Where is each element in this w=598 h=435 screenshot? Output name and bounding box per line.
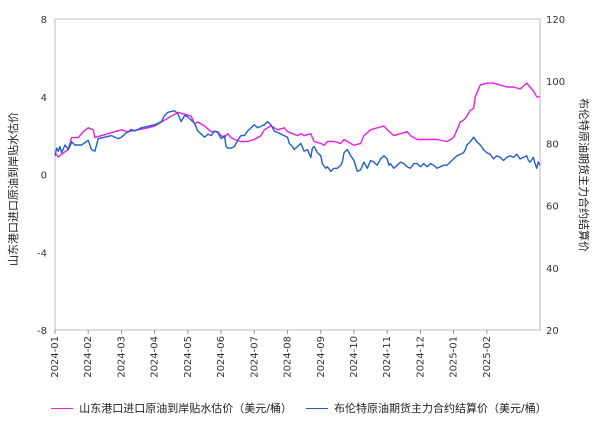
x-tick-label: 2024-04: [150, 336, 161, 378]
right-axis-ticks: 120 100 80 60 40 20: [546, 15, 565, 337]
left-axis-ticks: 8 4 0 -4 -8: [37, 15, 47, 337]
x-axis-ticks: 2024-01 2024-02 2024-03 2024-04 2024-05 2024-…: [50, 330, 493, 378]
x-tick-label: 2025-02: [482, 336, 493, 378]
right-tick-label: 80: [546, 139, 559, 150]
right-tick-label: 20: [546, 326, 559, 337]
right-tick-label: 60: [546, 202, 559, 213]
series-layer: [54, 82, 541, 173]
left-tick-label: 8: [41, 15, 47, 26]
series-line-brent-price: [54, 110, 541, 173]
x-tick-label: 2024-03: [116, 336, 127, 378]
legend-swatch-magenta: [51, 407, 74, 409]
right-axis-title: 布伦特原油期货主力合约结算价: [577, 98, 591, 252]
left-tick-label: -8: [37, 326, 47, 337]
left-axis-title: 山东港口进口原油到岸贴水估价: [6, 112, 20, 266]
plot-area-frame: [54, 18, 541, 331]
legend-label-brent-price: 布伦特原油期货主力合约结算价（美元/桶）: [334, 402, 547, 415]
legend-swatch-blue: [306, 407, 328, 409]
x-tick-label: 2024-11: [382, 336, 393, 378]
x-tick-label: 2024-09: [316, 336, 327, 378]
x-tick-label: 2024-08: [283, 336, 294, 378]
x-tick-label: 2024-01: [50, 336, 61, 378]
legend: 山东港口进口原油到岸贴水估价（美元/桶） 布伦特原油期货主力合约结算价（美元/桶…: [0, 397, 598, 419]
x-tick-label: 2024-06: [216, 336, 227, 378]
right-tick-label: 40: [546, 264, 559, 275]
legend-label-shandong-discount: 山东港口进口原油到岸贴水估价（美元/桶）: [79, 402, 292, 415]
left-tick-label: -4: [37, 248, 47, 259]
x-tick-label: 2024-02: [83, 336, 94, 378]
x-tick-label: 2024-10: [349, 336, 360, 378]
x-tick-label: 2024-07: [249, 336, 260, 378]
x-tick-label: 2024-12: [415, 336, 426, 378]
legend-item-brent-price: 布伦特原油期货主力合约结算价（美元/桶）: [306, 400, 547, 416]
left-tick-label: 0: [41, 171, 47, 182]
legend-item-shandong-discount: 山东港口进口原油到岸贴水估价（美元/桶）: [51, 400, 292, 416]
x-tick-label: 2024-05: [183, 336, 194, 378]
right-tick-label: 120: [546, 15, 565, 26]
left-tick-label: 4: [41, 93, 47, 104]
right-tick-label: 100: [546, 77, 565, 88]
x-tick-label: 2025-01: [449, 336, 460, 378]
